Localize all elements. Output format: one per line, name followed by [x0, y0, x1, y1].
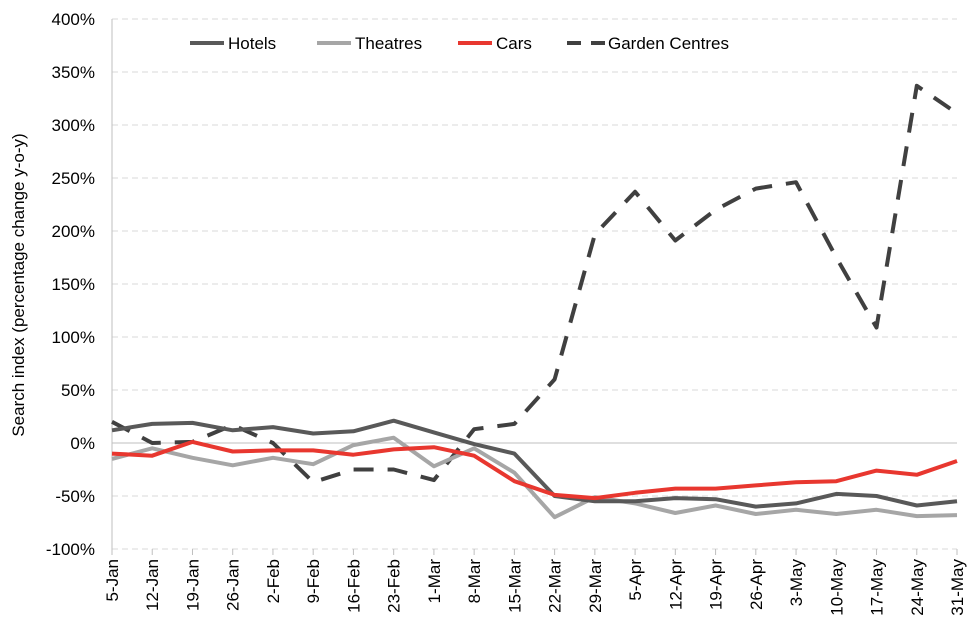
- x-tick-label: 5-Jan: [103, 559, 122, 602]
- y-tick-label: 300%: [52, 116, 95, 135]
- y-tick-label: 150%: [52, 275, 95, 294]
- y-tick-label: 50%: [61, 381, 95, 400]
- legend: Hotels Theatres Cars Garden Centres: [190, 34, 729, 53]
- x-tick-label: 17-May: [868, 559, 887, 616]
- legend-item: Theatres: [317, 34, 422, 53]
- x-tick-label: 12-Jan: [143, 559, 162, 611]
- y-tick-label: 400%: [52, 10, 95, 29]
- x-tick-label: 22-Mar: [546, 559, 565, 613]
- x-tick-label: 26-Jan: [224, 559, 243, 611]
- x-tick-label: 5-Apr: [626, 559, 645, 601]
- legend-item: Garden Centres: [567, 34, 729, 53]
- x-tick-label: 15-Mar: [505, 559, 524, 613]
- x-tick-label: 19-Jan: [183, 559, 202, 611]
- y-axis-title: Search index (percentage change y-o-y): [9, 133, 28, 436]
- x-tick-label: 8-Mar: [465, 559, 484, 604]
- grid: [112, 18, 957, 550]
- legend-label: Theatres: [355, 34, 422, 53]
- legend-label: Cars: [496, 34, 532, 53]
- y-tick-label: 250%: [52, 169, 95, 188]
- x-tick-label: 24-May: [908, 559, 927, 616]
- x-tick-label: 2-Feb: [264, 559, 283, 603]
- axes: -100% -50% 0% 50% 100% 150% 200% 250% 300% 350% 40…: [46, 10, 967, 616]
- y-tick-label: -50%: [55, 487, 95, 506]
- series-line-garden-centres: [111, 83, 959, 485]
- legend-label: Garden Centres: [608, 34, 729, 53]
- series-lines: [111, 83, 959, 520]
- series-line-hotels: [111, 418, 958, 509]
- x-tick-label: 1-Mar: [425, 559, 444, 604]
- x-tick-label: 9-Feb: [304, 559, 323, 603]
- x-tick-label: 31-May: [948, 559, 967, 616]
- y-tick-label: 100%: [52, 328, 95, 347]
- series-line-cars: [111, 439, 958, 501]
- x-tick-label: 12-Apr: [666, 559, 685, 610]
- x-tick-label: 3-May: [787, 559, 806, 607]
- series-line-theatres: [111, 435, 958, 520]
- y-tick-label: 0%: [70, 434, 95, 453]
- legend-item: Hotels: [190, 34, 276, 53]
- x-tick-label: 10-May: [827, 559, 846, 616]
- x-tick-label: 19-Apr: [707, 559, 726, 610]
- y-tick-label: 350%: [52, 63, 95, 82]
- x-tick-label: 16-Feb: [344, 559, 363, 613]
- x-tick-label: 26-Apr: [747, 559, 766, 610]
- y-tick-label: -100%: [46, 540, 95, 559]
- legend-item: Cars: [458, 34, 532, 53]
- x-tick-label: 29-Mar: [586, 559, 605, 613]
- legend-label: Hotels: [228, 34, 276, 53]
- y-tick-label: 200%: [52, 222, 95, 241]
- x-tick-label: 23-Feb: [385, 559, 404, 613]
